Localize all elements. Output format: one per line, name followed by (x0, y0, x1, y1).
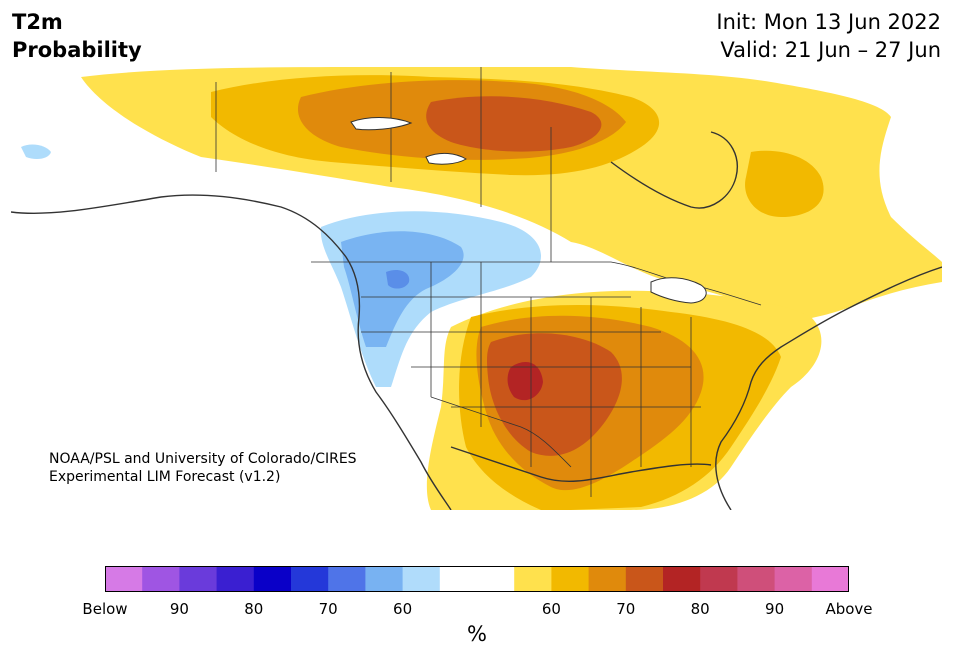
colorbar-swatch (588, 566, 627, 592)
great-bear-lake (425, 152, 467, 165)
colorbar-tick-label: 90 (765, 600, 785, 618)
init-date: Init: Mon 13 Jun 2022 (716, 10, 941, 34)
colorbar-swatch (774, 566, 813, 592)
probability-shading (21, 67, 942, 510)
colorbar-swatch (439, 566, 478, 592)
probability-colorbar (105, 566, 849, 592)
above-80-south (507, 362, 543, 401)
title-type: Probability (12, 38, 142, 62)
colorbar-tick-label: 80 (690, 600, 710, 618)
colorbar-tick-label: Above (825, 600, 873, 618)
colorbar-swatch (811, 566, 849, 592)
colorbar-swatch (105, 566, 143, 592)
colorbar-tick-label: 70 (616, 600, 636, 618)
pacific-coast (11, 194, 452, 510)
below-60-alaska (21, 144, 51, 160)
forecast-credit: NOAA/PSL and University of Colorado/CIRE… (49, 450, 357, 486)
credit-line2: Experimental LIM Forecast (v1.2) (49, 469, 281, 485)
colorbar-tick-label: 90 (169, 600, 189, 618)
chart-title: T2m Probability (12, 8, 142, 64)
above-65-quebec (745, 150, 824, 217)
hudson-bay (610, 131, 738, 209)
us-state-borders (361, 262, 701, 497)
colorbar-tick-label: 60 (393, 600, 413, 618)
valid-range: Valid: 21 Jun – 27 Jun (720, 38, 941, 62)
probability-map (11, 67, 942, 510)
colorbar-swatch (253, 566, 292, 592)
colorbar-swatch (551, 566, 590, 592)
gulf-coast (450, 446, 712, 482)
above-75-north (426, 96, 602, 152)
below-65-west (341, 231, 464, 347)
credit-line1: NOAA/PSL and University of Colorado/CIRE… (49, 451, 357, 467)
colorbar-swatch (179, 566, 218, 592)
colorbar-swatch (514, 566, 552, 592)
colorbar-tick-label: 70 (318, 600, 338, 618)
colorbar-swatch (291, 566, 329, 592)
atlantic-coast (715, 266, 942, 510)
colorbar-swatch (142, 566, 180, 592)
colorbar-unit: % (467, 622, 487, 646)
us-mexico-border (430, 396, 572, 468)
lakes (350, 117, 707, 304)
colorbar-swatch (477, 566, 515, 592)
colorbar-swatch (663, 566, 701, 592)
colorbar-swatch (700, 566, 738, 592)
great-lakes (650, 277, 707, 304)
great-slave-lake (350, 117, 413, 131)
forecast-dates: Init: Mon 13 Jun 2022 Valid: 21 Jun – 27… (716, 8, 941, 64)
colorbar-swatch (737, 566, 776, 592)
below-70-west (386, 270, 410, 289)
colorbar-swatch (328, 566, 366, 592)
colorbar-swatch (402, 566, 441, 592)
political-borders (215, 67, 762, 497)
colorbar-tick-label: Below (82, 600, 128, 618)
coastlines (11, 131, 942, 510)
colorbar-tick-label: 60 (541, 600, 561, 618)
colorbar-frame (105, 566, 849, 592)
colorbar-swatch (365, 566, 404, 592)
colorbar-swatch (625, 566, 664, 592)
title-variable: T2m (12, 10, 63, 34)
colorbar-swatch (216, 566, 255, 592)
colorbar-tick-label: 80 (244, 600, 264, 618)
